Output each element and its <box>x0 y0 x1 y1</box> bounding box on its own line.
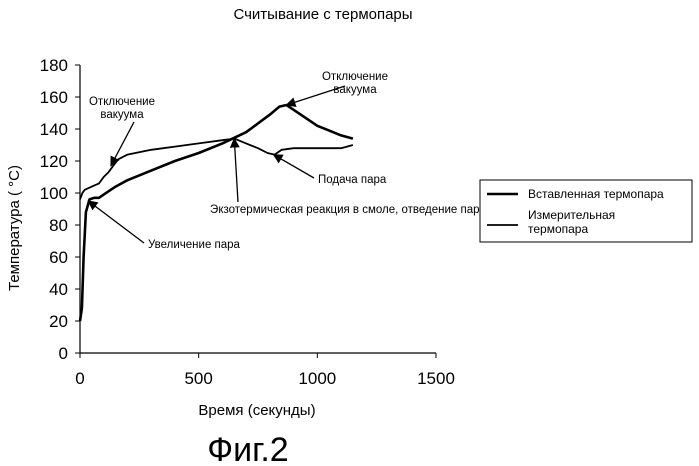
y-tick-label: 140 <box>40 120 68 139</box>
annotations: ОтключениевакуумаОтключениевакуумаЭкзоте… <box>88 71 486 251</box>
annotation-arrow <box>234 139 238 202</box>
legend-label: Вставленная термопара <box>528 187 664 201</box>
annotation: Подача пара <box>273 155 386 186</box>
annotation-arrow <box>88 201 144 243</box>
y-tick-label: 40 <box>49 280 68 299</box>
x-tick-label: 0 <box>75 369 84 388</box>
y-tick-label: 0 <box>59 344 68 363</box>
x-tick-label: 1500 <box>417 369 455 388</box>
annotation: Отключениевакуума <box>89 96 155 166</box>
annotation-arrow <box>111 122 134 166</box>
annotation-text: Отключение <box>322 71 388 83</box>
annotation-text: Отключение <box>89 96 155 108</box>
y-tick-label: 20 <box>49 312 68 331</box>
x-tick-label: 500 <box>184 369 212 388</box>
annotation: Отключениевакуума <box>286 71 388 105</box>
y-tick-label: 100 <box>40 184 68 203</box>
annotation-text: Экзотермическая реакция в смоле, отведен… <box>210 204 486 216</box>
annotation-text: вакуума <box>333 84 377 96</box>
y-tick-label: 60 <box>49 248 68 267</box>
x-axis-label: Время (секунды) <box>198 402 315 419</box>
legend: Вставленная термопара Измерительнаятермоп… <box>480 180 692 242</box>
y-tick-label: 120 <box>40 152 68 171</box>
annotation-text: Подача пара <box>318 174 387 186</box>
figure-label: Фиг.2 <box>207 431 288 466</box>
y-tick-label: 80 <box>49 216 68 235</box>
legend-label: термопара <box>528 222 588 236</box>
x-tick-label: 1000 <box>298 369 336 388</box>
annotation-text: Увеличение пара <box>148 239 241 251</box>
y-tick-label: 180 <box>40 56 68 75</box>
annotation-arrow <box>273 155 314 178</box>
legend-label: Измерительная <box>528 208 615 222</box>
chart-title: Считывание с термопары <box>233 6 412 23</box>
annotation-text: вакуума <box>100 109 144 121</box>
y-axis-label: Температура ( °C) <box>6 165 23 291</box>
y-tick-label: 160 <box>40 88 68 107</box>
